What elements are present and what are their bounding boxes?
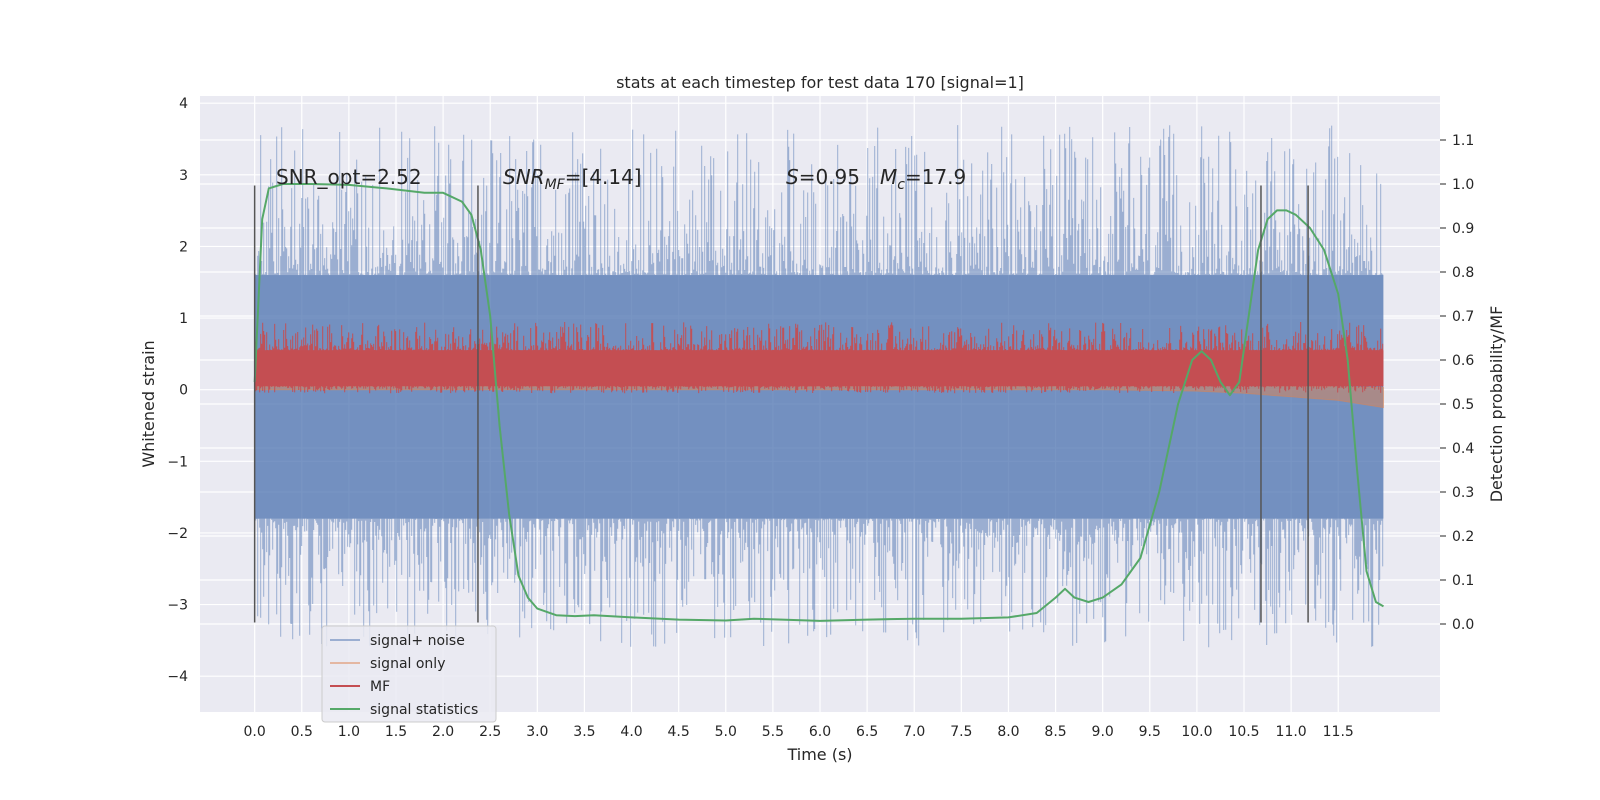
y-right-tick-label: 0.5 (1452, 397, 1474, 413)
y-axis-label: Whitened strain (139, 340, 158, 467)
x-tick-label: 5.0 (715, 724, 737, 740)
y-right-tick-labels: 1.1 1.0 0.9 0.8 0.7 0.6 0.5 0.4 0.3 0.2 0.1 0.0 (1440, 133, 1474, 633)
x-tick-label: 3.0 (526, 724, 548, 740)
y-right-tick-label: 0.0 (1452, 617, 1474, 633)
y-right-tick-label: 0.6 (1452, 353, 1474, 369)
x-tick-label: 9.0 (1092, 724, 1114, 740)
annotation-mc-value: =17.9 (905, 165, 966, 189)
y-right-tick-label: 0.7 (1452, 309, 1474, 325)
series-signal-statistics (253, 183, 1385, 622)
annotation-mc-symbol: M (880, 165, 897, 189)
x-tick-label: 7.5 (950, 724, 972, 740)
annotation-s-value: =0.95 (799, 165, 860, 189)
annotation-mc-sub: c (897, 177, 905, 193)
legend-label-signal-only: signal only (370, 656, 445, 672)
x-tick-label: 9.5 (1139, 724, 1161, 740)
y-right-tick-label: 0.4 (1452, 441, 1474, 457)
annotation-snr-opt: SNR_opt=2.52 (276, 165, 422, 189)
y-right-tick-label: 1.0 (1452, 177, 1474, 193)
x-tick-label: 11.5 (1323, 724, 1354, 740)
series-layer (253, 125, 1385, 648)
y-tick-label: −2 (167, 526, 188, 542)
x-tick-label: 10.5 (1228, 724, 1259, 740)
annotation-snr-mf: SNRMF=[4.14] (503, 165, 642, 193)
x-tick-label: 3.5 (573, 724, 595, 740)
x-axis-label: Time (s) (786, 745, 852, 764)
y-tick-label: −4 (167, 669, 188, 685)
series-signal-noise (254, 125, 1384, 648)
annotation-snr-mf-sub: MF (545, 177, 566, 193)
y-tick-label: −3 (167, 598, 188, 614)
annotation-snr-mf-value: =[4.14] (565, 165, 642, 189)
event-markers (253, 185, 1309, 623)
x-tick-label: 8.0 (997, 724, 1019, 740)
y-tick-label: 1 (179, 311, 188, 327)
x-tick-label: 1.0 (338, 724, 360, 740)
legend-label-mf: MF (370, 679, 390, 695)
y-right-tick-label: 0.9 (1452, 221, 1474, 237)
legend-label-signal-statistics: signal statistics (370, 702, 478, 718)
x-tick-labels: 0.0 0.5 1.0 1.5 2.0 2.5 3.0 3.5 4.0 4.5 5.0 5.5 6.0 6… (244, 724, 1354, 740)
y-tick-label: 4 (179, 96, 188, 112)
y-right-axis-label: Detection probability/MF (1487, 306, 1506, 503)
x-tick-label: 10.0 (1181, 724, 1212, 740)
y-tick-labels: 4 3 2 1 0 −1 −2 −3 −4 (167, 96, 188, 685)
x-tick-label: 4.5 (668, 724, 690, 740)
x-tick-label: 7.0 (903, 724, 925, 740)
y-tick-label: −1 (167, 454, 188, 470)
y-right-tick-label: 1.1 (1452, 133, 1474, 149)
annotation-snr-mf-main: SNR (503, 165, 545, 189)
y-tick-label: 0 (179, 383, 188, 399)
annotation-s-symbol: S (786, 165, 799, 189)
legend-label-signal-noise: signal+ noise (370, 633, 465, 649)
y-right-tick-label: 0.1 (1452, 573, 1474, 589)
x-tick-label: 0.5 (291, 724, 313, 740)
y-right-tick-label: 0.8 (1452, 265, 1474, 281)
x-tick-label: 2.5 (479, 724, 501, 740)
chart-title: stats at each timestep for test data 170… (616, 73, 1024, 92)
x-tick-label: 8.5 (1044, 724, 1066, 740)
legend-box (321, 625, 497, 723)
x-tick-label: 6.0 (809, 724, 831, 740)
x-tick-label: 4.0 (620, 724, 642, 740)
annotation-s: S=0.95 (786, 165, 860, 189)
y-right-tick-label: 0.2 (1452, 529, 1474, 545)
y-tick-label: 2 (179, 239, 188, 255)
x-tick-label: 1.5 (385, 724, 407, 740)
x-tick-label: 5.5 (762, 724, 784, 740)
x-tick-label: 0.0 (244, 724, 266, 740)
annotation-mc: Mc=17.9 (880, 165, 966, 193)
y-right-tick-label: 0.3 (1452, 485, 1474, 501)
x-tick-label: 11.0 (1276, 724, 1307, 740)
x-tick-label: 2.0 (432, 724, 454, 740)
x-tick-label: 6.5 (856, 724, 878, 740)
legend: signal+ noise signal only MF signal stat… (321, 625, 497, 723)
annotations: SNR_opt=2.52 SNRMF=[4.14] S=0.95 Mc=17.9 (276, 165, 966, 193)
y-tick-label: 3 (179, 168, 188, 184)
